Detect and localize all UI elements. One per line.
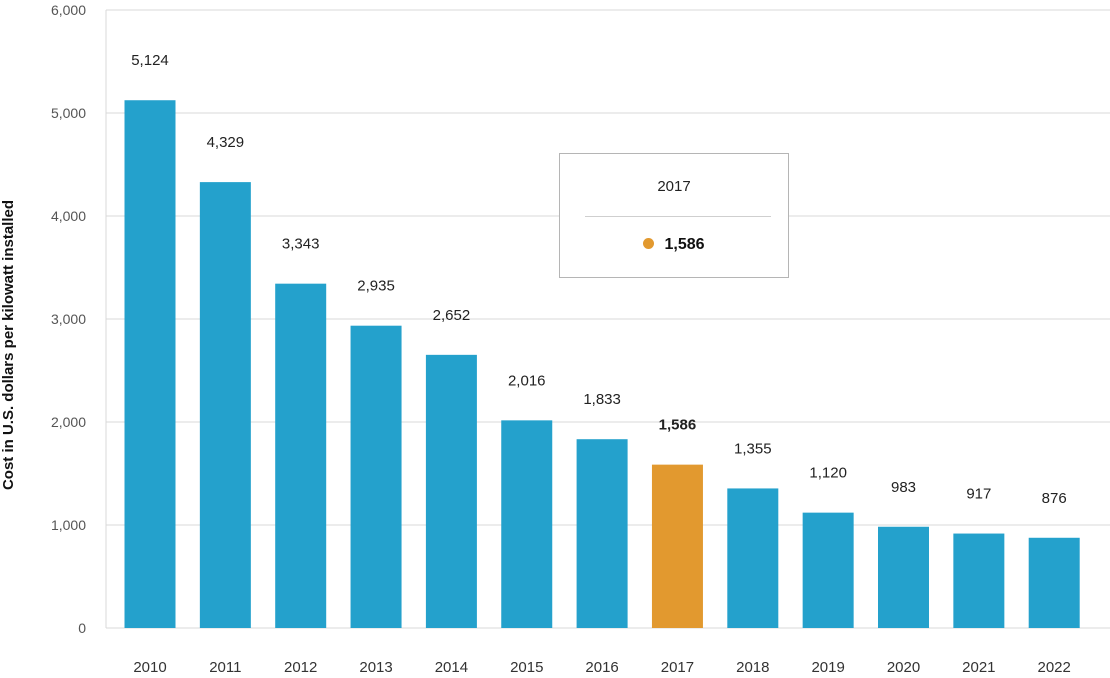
x-tick-label: 2018 — [736, 659, 769, 676]
x-tick-label: 2014 — [435, 659, 468, 676]
tooltip: 2017 1,586 — [559, 153, 789, 278]
bar-2010[interactable] — [124, 100, 176, 628]
data-labels: 5,124 4,329 3,343 2,935 2,652 2,016 1,833 1,586… — [131, 52, 1066, 507]
data-label: 2,935 — [357, 278, 395, 295]
y-tick-label: 3,000 — [51, 311, 86, 327]
data-label: 3,343 — [282, 236, 320, 253]
series-dot-icon — [643, 238, 655, 249]
y-tick-label: 6,000 — [51, 2, 86, 18]
bar-2022[interactable] — [1028, 537, 1080, 628]
data-label: 917 — [966, 486, 991, 503]
data-label: 1,586 — [659, 417, 697, 434]
tooltip-value-row: 1,586 — [560, 236, 788, 254]
x-tick-label: 2020 — [887, 659, 920, 676]
data-label: 1,355 — [734, 440, 772, 457]
bar-2011[interactable] — [199, 182, 251, 628]
x-tick-label: 2022 — [1038, 659, 1071, 676]
x-tick-label: 2010 — [133, 659, 166, 676]
x-tick-label: 2011 — [209, 659, 241, 676]
x-tick-label: 2012 — [284, 659, 317, 676]
bars — [124, 100, 1080, 628]
y-tick-label: 5,000 — [51, 105, 86, 121]
bar-2019[interactable] — [802, 512, 854, 628]
tooltip-year: 2017 — [657, 178, 691, 195]
bar-2017[interactable] — [651, 464, 703, 628]
y-axis-ticks: 0 1,000 2,000 3,000 4,000 5,000 6,000 — [51, 2, 86, 636]
tooltip-divider — [585, 216, 771, 217]
bar-2021[interactable] — [953, 533, 1005, 628]
data-label: 4,329 — [207, 134, 245, 151]
x-tick-label: 2017 — [661, 659, 694, 676]
data-label: 2,016 — [508, 372, 546, 389]
x-axis-ticks: 2010 2011 2012 2013 2014 2015 2016 2017 2018 2019… — [133, 659, 1071, 676]
y-axis-label: Cost in U.S. dollars per kilowatt instal… — [0, 200, 17, 490]
x-tick-label: 2019 — [811, 659, 844, 676]
bar-2012[interactable] — [275, 283, 327, 628]
data-label: 876 — [1042, 490, 1067, 507]
bar-2018[interactable] — [727, 488, 779, 628]
data-label: 1,120 — [809, 465, 847, 482]
y-tick-label: 2,000 — [51, 414, 86, 430]
x-tick-label: 2015 — [510, 659, 543, 676]
bar-2013[interactable] — [350, 325, 402, 628]
bar-2014[interactable] — [425, 354, 477, 628]
tooltip-value: 1,586 — [664, 236, 705, 253]
bar-2016[interactable] — [576, 439, 628, 628]
data-label: 1,833 — [583, 391, 621, 408]
y-tick-label: 1,000 — [51, 517, 86, 533]
x-tick-label: 2021 — [962, 659, 995, 676]
y-tick-label: 4,000 — [51, 208, 86, 224]
y-tick-label: 0 — [78, 620, 86, 636]
x-tick-label: 2013 — [359, 659, 392, 676]
bar-2020[interactable] — [878, 526, 929, 628]
bar-2015[interactable] — [501, 420, 553, 628]
data-label: 5,124 — [131, 52, 169, 69]
x-tick-label: 2016 — [585, 659, 618, 676]
data-label: 2,652 — [433, 307, 471, 324]
data-label: 983 — [891, 479, 916, 496]
